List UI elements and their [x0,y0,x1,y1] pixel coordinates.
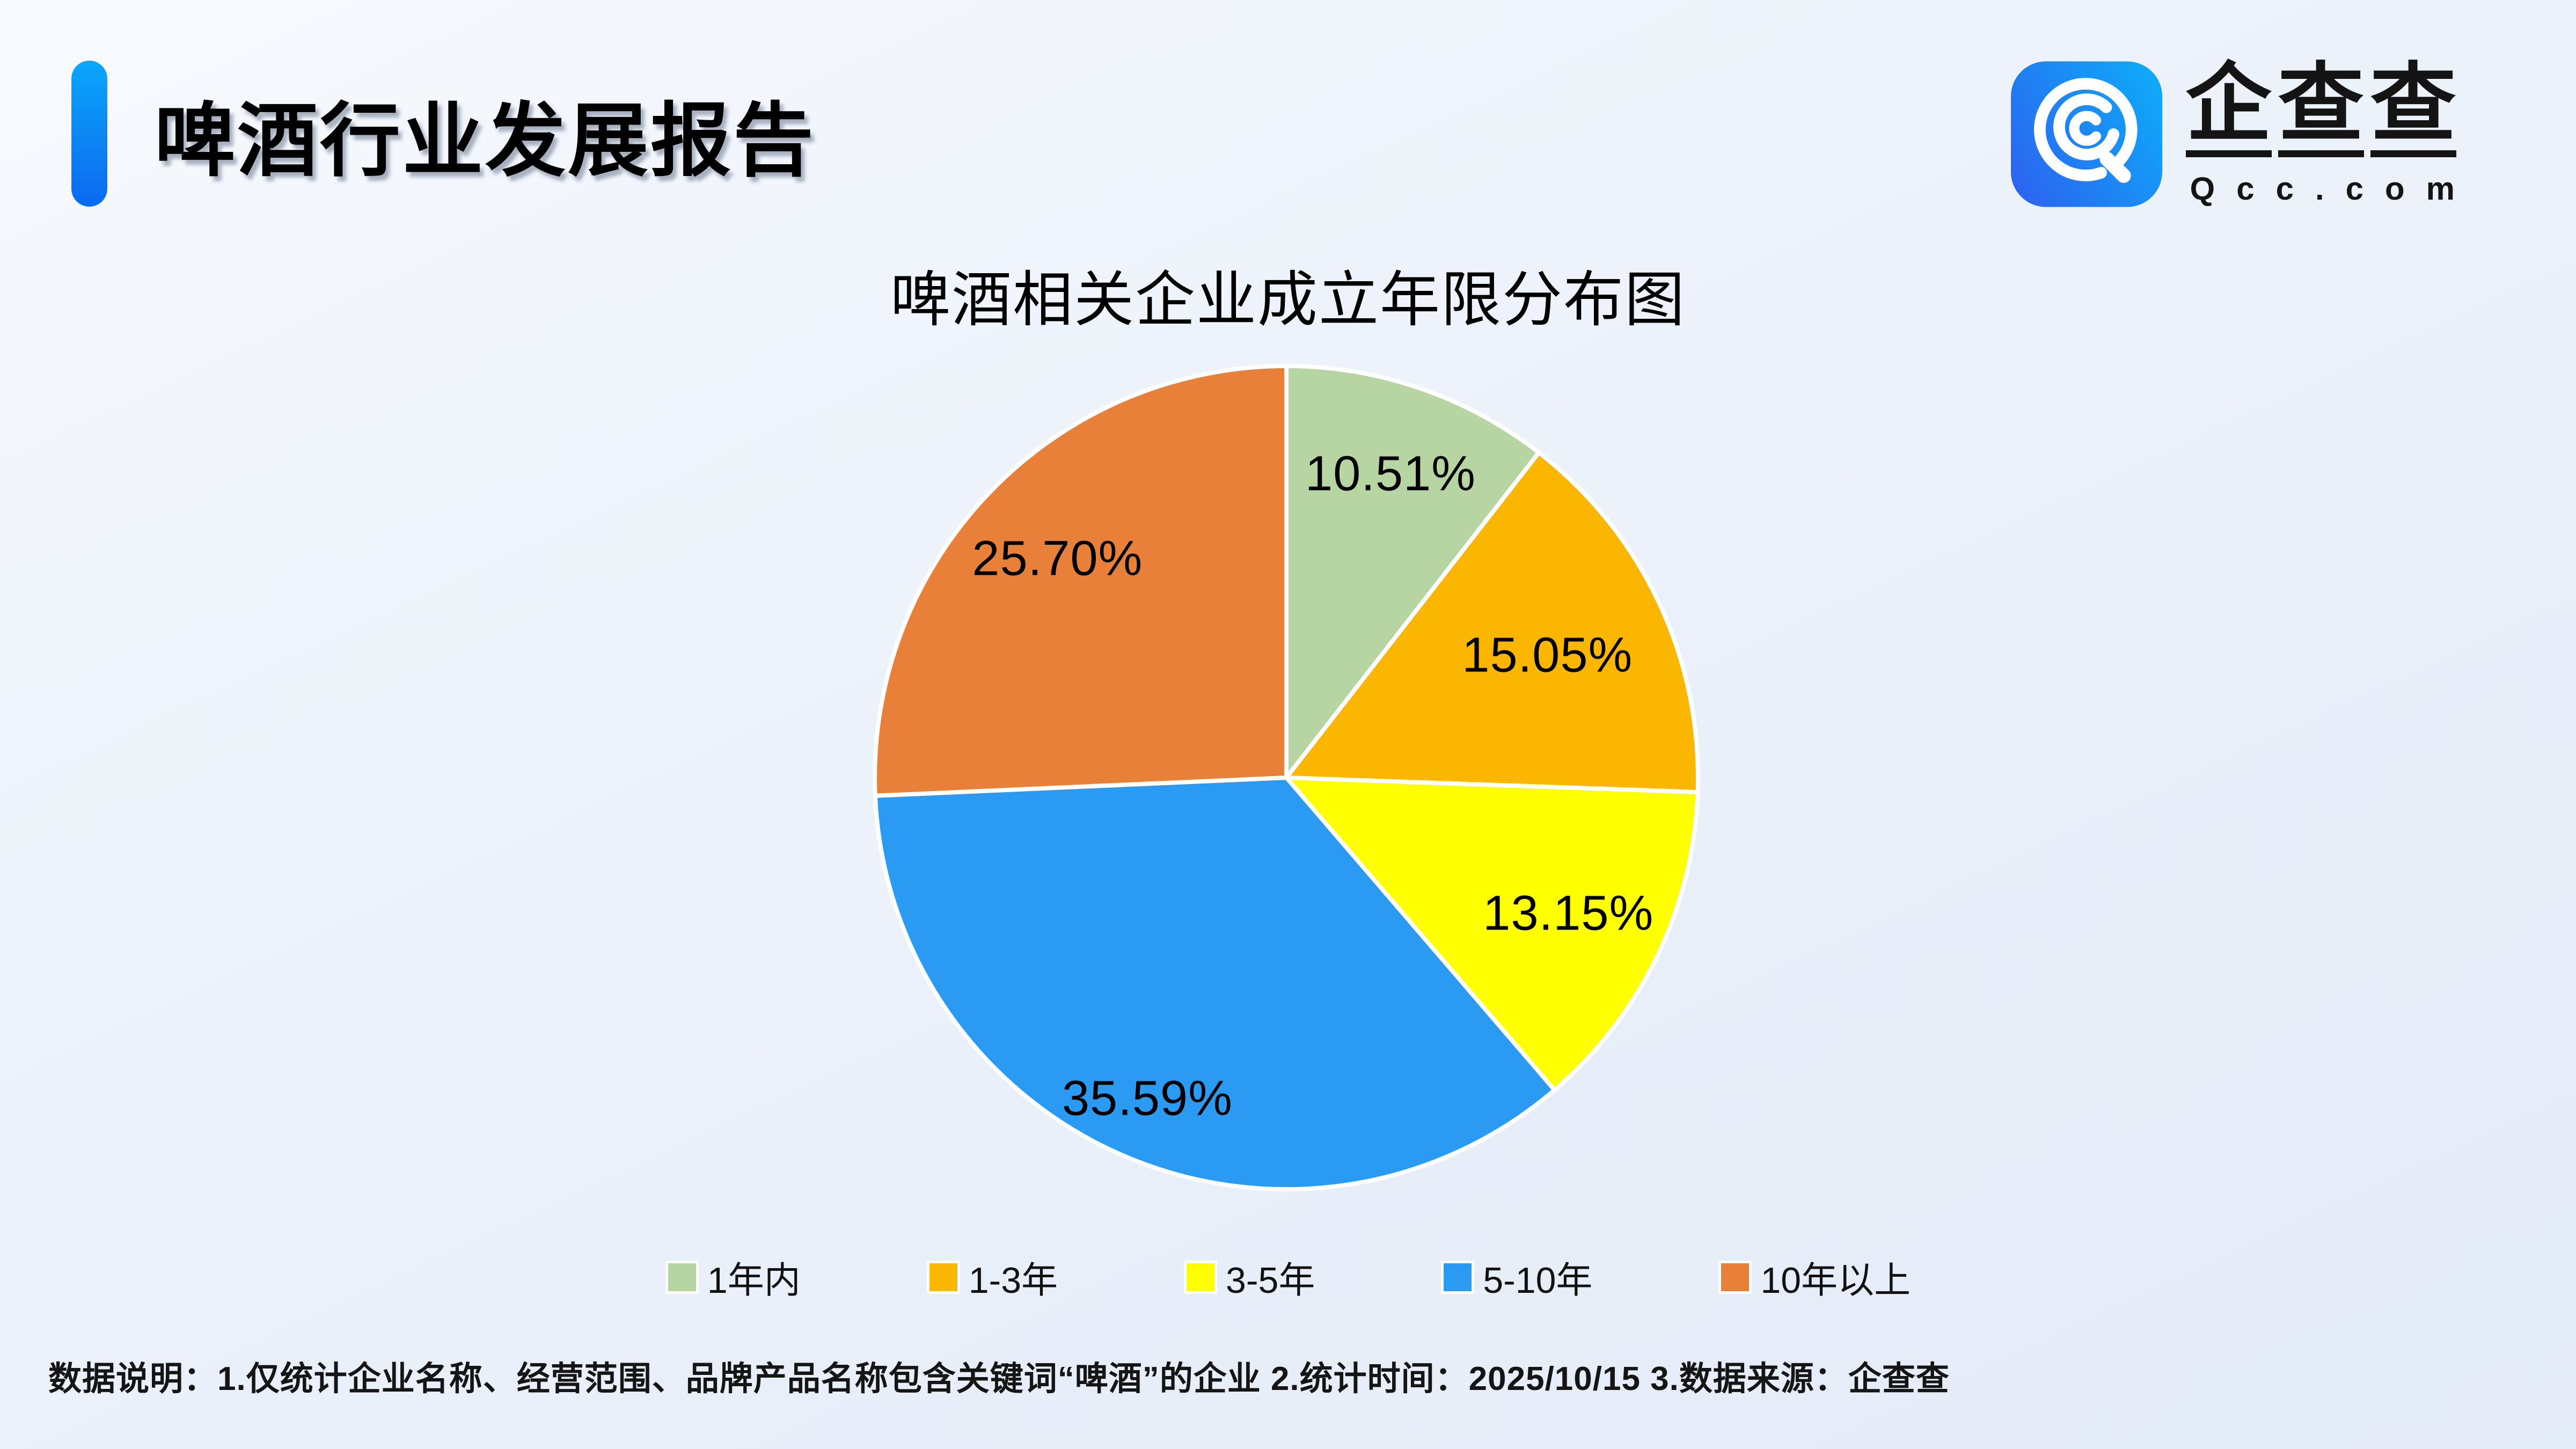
legend-item-1-3年: 1-3年 [926,1250,1058,1304]
legend-item-3-5年: 3-5年 [1184,1250,1315,1304]
page-title: 啤酒行业发展报告 [155,95,816,186]
legend: 1年内 1-3年 3-5年 5-10年 10年以上 [0,1250,2576,1304]
qcc-logo-char: 企 [2185,61,2272,157]
legend-item-10年以上: 10年以上 [1718,1250,1911,1304]
legend-label: 5-10年 [1483,1260,1593,1301]
pie-slice-1年内 [1284,364,1541,780]
title-accent-bar [71,61,107,207]
legend-label: 1年内 [707,1260,801,1301]
qcc-logo-char: 查 [2370,61,2456,157]
footnote: 数据说明：1.仅统计企业名称、经营范围、品牌产品名称包含关键词“啤酒”的企业 2… [48,1360,1950,1397]
pie-label-10年以上: 25.70% [972,531,1143,586]
pie-label-5-10年: 35.59% [1062,1071,1233,1126]
legend-label: 10年以上 [1760,1260,1911,1301]
pie-svg [873,364,1700,1191]
pie-slice-1-3年 [1284,450,1700,794]
pie-label-3-5年: 13.15% [1483,885,1654,941]
legend-item-1年内: 1年内 [665,1250,801,1304]
pie-label-1年内: 10.51% [1305,446,1476,501]
legend-swatch [665,1260,699,1294]
qcc-logo-icon [2010,61,2162,207]
qcc-logo-name: 企查查 [2185,61,2463,157]
legend-swatch [1718,1260,1752,1294]
qcc-logo: 企查查 Qcc.com [2010,61,2476,207]
pie-slice-5-10年 [873,775,1557,1191]
legend-swatch [926,1260,960,1294]
legend-label: 1-3年 [968,1260,1058,1301]
legend-swatch [1184,1260,1218,1294]
pie-chart: 10.51% 15.05% 13.15% 35.59% 25.70% [857,348,1716,1207]
pie-slice-3-5年 [1284,775,1700,1092]
qcc-logo-text: 企查查 Qcc.com [2185,61,2476,207]
pie-slice-10年以上 [873,364,1289,798]
pie-label-1-3年: 15.05% [1462,627,1633,683]
qcc-logo-domain: Qcc.com [2190,171,2476,207]
legend-item-5-10年: 5-10年 [1441,1250,1592,1304]
chart-title: 啤酒相关企业成立年限分布图 [890,266,1686,333]
legend-swatch [1441,1260,1475,1294]
legend-label: 3-5年 [1226,1260,1315,1301]
qcc-logo-char: 查 [2278,61,2364,157]
